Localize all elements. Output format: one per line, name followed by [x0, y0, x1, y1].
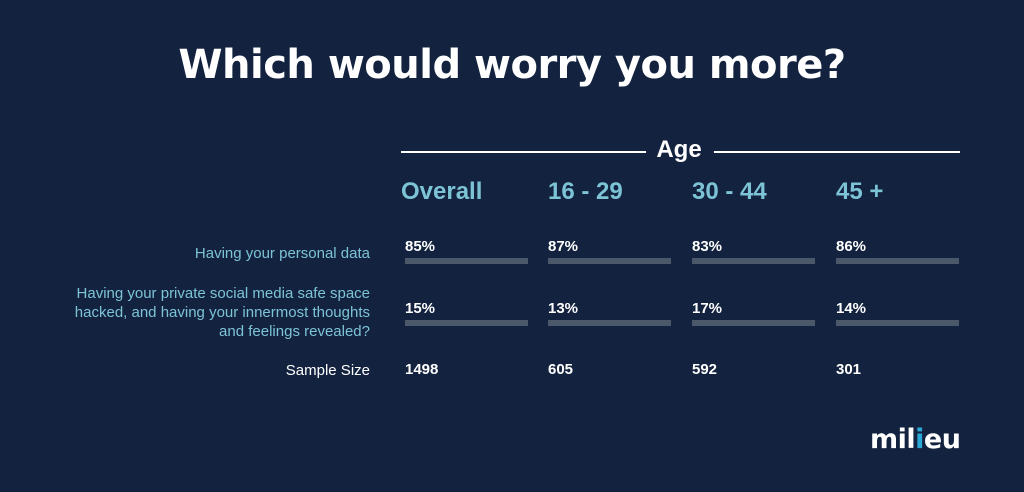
column-header-30-44: 30 - 44 [692, 178, 767, 205]
percent-bar [405, 320, 528, 326]
row-label-personal-data: Having your personal data [194, 245, 370, 262]
row-label-sample-size: Sample Size [285, 362, 370, 379]
row-label-line: Having your private social media safe sp… [76, 285, 370, 302]
percent-value: 15% [405, 300, 436, 317]
column-header-overall: Overall [401, 178, 483, 205]
sample-size-value: 1498 [405, 361, 439, 378]
percent-value: 83% [692, 238, 723, 255]
percent-bar [836, 320, 959, 326]
percent-bar-fill [405, 258, 528, 264]
age-group-label: Age [656, 136, 702, 163]
percent-bar [548, 258, 671, 264]
percent-value: 13% [548, 300, 579, 317]
chart-title: Which would worry you more? [178, 42, 846, 88]
sample-size-value: 592 [692, 361, 718, 378]
row-label-line: hacked, and having your innermost though… [74, 304, 370, 321]
row-label-social-media: Having your private social media safe sp… [75, 284, 370, 341]
percent-bar-fill [548, 320, 671, 326]
percent-bar [405, 258, 528, 264]
percent-bar-fill [692, 258, 815, 264]
column-header-45-plus: 45 + [836, 178, 884, 205]
percent-bar [692, 258, 815, 264]
percent-bar [836, 258, 959, 264]
percent-bar [548, 320, 671, 326]
percent-value: 17% [692, 300, 723, 317]
column-header-16-29: 16 - 29 [548, 178, 623, 205]
sample-size-value: 301 [836, 361, 862, 378]
percent-bar-fill [836, 320, 959, 326]
milieu-logo: milieu [870, 424, 961, 455]
percent-value: 86% [836, 238, 867, 255]
percent-value: 14% [836, 300, 867, 317]
sample-size-value: 605 [548, 361, 574, 378]
percent-bar-fill [692, 320, 815, 326]
percent-bar [692, 320, 815, 326]
percent-bar-fill [836, 258, 959, 264]
age-rule-right [714, 151, 960, 153]
percent-bar-fill [548, 258, 671, 264]
percent-value: 85% [405, 238, 436, 255]
percent-value: 87% [548, 238, 579, 255]
row-label-line: and feelings revealed? [219, 323, 370, 340]
percent-bar-fill [405, 320, 528, 326]
age-rule-left [401, 151, 646, 153]
